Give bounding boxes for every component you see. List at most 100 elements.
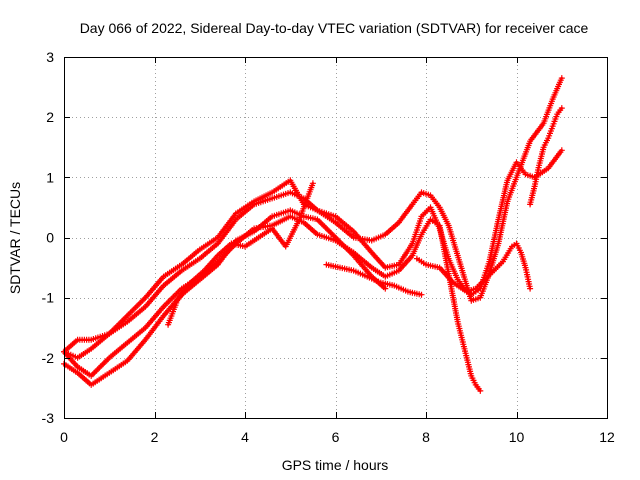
plus-mark bbox=[86, 347, 93, 354]
plus-mark bbox=[85, 336, 92, 343]
plus-mark bbox=[434, 221, 441, 227]
plus-mark bbox=[407, 254, 414, 261]
plus-mark bbox=[140, 305, 147, 312]
plus-mark bbox=[122, 341, 129, 348]
plus-mark bbox=[312, 205, 319, 212]
plus-mark bbox=[380, 262, 387, 269]
plus-mark bbox=[334, 264, 341, 271]
x-tick-label: 6 bbox=[332, 429, 340, 445]
plus-mark bbox=[267, 190, 274, 197]
plus-mark bbox=[312, 215, 319, 222]
plus-mark bbox=[453, 274, 460, 281]
plus-mark bbox=[349, 250, 355, 257]
plus-mark bbox=[380, 232, 386, 239]
plus-mark bbox=[312, 230, 319, 236]
series-track-c bbox=[61, 213, 484, 394]
plus-mark bbox=[548, 125, 555, 132]
plus-mark bbox=[159, 284, 165, 291]
plus-mark bbox=[213, 254, 220, 261]
plus-mark bbox=[417, 215, 424, 222]
plus-mark bbox=[512, 176, 519, 183]
plus-mark bbox=[330, 232, 337, 239]
series-line bbox=[415, 242, 532, 293]
plus-mark bbox=[295, 218, 302, 225]
plus-mark bbox=[394, 221, 401, 227]
plus-mark bbox=[239, 243, 246, 249]
plus-mark bbox=[194, 248, 201, 254]
plus-mark bbox=[266, 196, 273, 203]
plus-mark bbox=[389, 282, 396, 289]
series-track-h bbox=[527, 105, 565, 208]
plus-mark bbox=[543, 166, 550, 173]
plus-mark bbox=[504, 200, 510, 207]
y-tick-label: 2 bbox=[46, 109, 54, 125]
x-tick-label: 10 bbox=[509, 429, 525, 445]
x-tick-label: 2 bbox=[151, 429, 159, 445]
plus-mark bbox=[454, 250, 460, 257]
plus-mark bbox=[470, 286, 477, 293]
plus-mark bbox=[402, 287, 409, 294]
plus-mark bbox=[253, 235, 260, 242]
plus-mark bbox=[159, 314, 166, 321]
plus-mark bbox=[516, 247, 523, 254]
y-tick-label: 3 bbox=[46, 49, 54, 65]
plus-mark bbox=[330, 212, 337, 219]
plus-mark bbox=[435, 202, 442, 209]
plus-mark bbox=[309, 182, 316, 189]
series-track-d bbox=[61, 207, 389, 388]
plus-mark bbox=[417, 191, 423, 198]
plus-mark bbox=[539, 122, 546, 128]
plus-mark bbox=[159, 275, 165, 282]
plus-mark bbox=[212, 235, 219, 242]
plus-mark bbox=[531, 185, 537, 192]
plus-mark bbox=[330, 218, 337, 225]
plus-mark bbox=[393, 262, 400, 269]
plus-mark bbox=[467, 370, 474, 377]
plus-mark bbox=[526, 283, 533, 290]
plus-mark bbox=[267, 214, 274, 221]
plus-mark bbox=[176, 269, 183, 276]
plus-mark bbox=[557, 77, 564, 84]
plus-mark bbox=[159, 305, 165, 312]
plus-mark bbox=[444, 220, 451, 227]
plus-mark bbox=[557, 149, 564, 156]
plus-mark bbox=[434, 264, 441, 271]
plus-mark bbox=[177, 287, 183, 294]
plus-mark bbox=[366, 263, 373, 270]
plus-mark bbox=[361, 272, 368, 279]
plus-mark bbox=[498, 260, 505, 267]
plus-mark bbox=[231, 218, 238, 225]
y-tick-label: -1 bbox=[42, 290, 55, 306]
series-track-g bbox=[413, 240, 534, 295]
x-tick-label: 4 bbox=[241, 429, 249, 445]
plus-mark bbox=[471, 379, 478, 386]
plus-mark bbox=[416, 291, 423, 298]
plus-mark bbox=[173, 299, 180, 306]
plus-mark bbox=[485, 260, 492, 267]
plus-mark bbox=[375, 278, 382, 285]
x-tick-label: 0 bbox=[60, 429, 68, 445]
plus-mark bbox=[463, 352, 470, 359]
plus-mark bbox=[463, 280, 470, 287]
plus-mark bbox=[348, 227, 355, 233]
plus-mark bbox=[122, 359, 129, 366]
plus-mark bbox=[544, 137, 550, 144]
plus-mark bbox=[213, 263, 219, 270]
plus-mark bbox=[425, 191, 432, 198]
y-tick-label: 0 bbox=[46, 230, 54, 246]
plus-mark bbox=[194, 256, 201, 263]
plus-mark bbox=[231, 212, 238, 219]
plus-mark bbox=[408, 242, 415, 249]
series-layer bbox=[61, 75, 565, 394]
plus-mark bbox=[298, 194, 305, 201]
plus-mark bbox=[249, 229, 255, 236]
plus-mark bbox=[511, 242, 518, 248]
plus-mark bbox=[521, 169, 527, 176]
plus-mark bbox=[176, 262, 183, 269]
plus-mark bbox=[448, 278, 455, 284]
plus-mark bbox=[104, 332, 111, 339]
plus-mark bbox=[503, 179, 510, 186]
plus-mark bbox=[521, 262, 528, 269]
plus-mark bbox=[417, 233, 424, 240]
plus-mark bbox=[526, 140, 533, 147]
